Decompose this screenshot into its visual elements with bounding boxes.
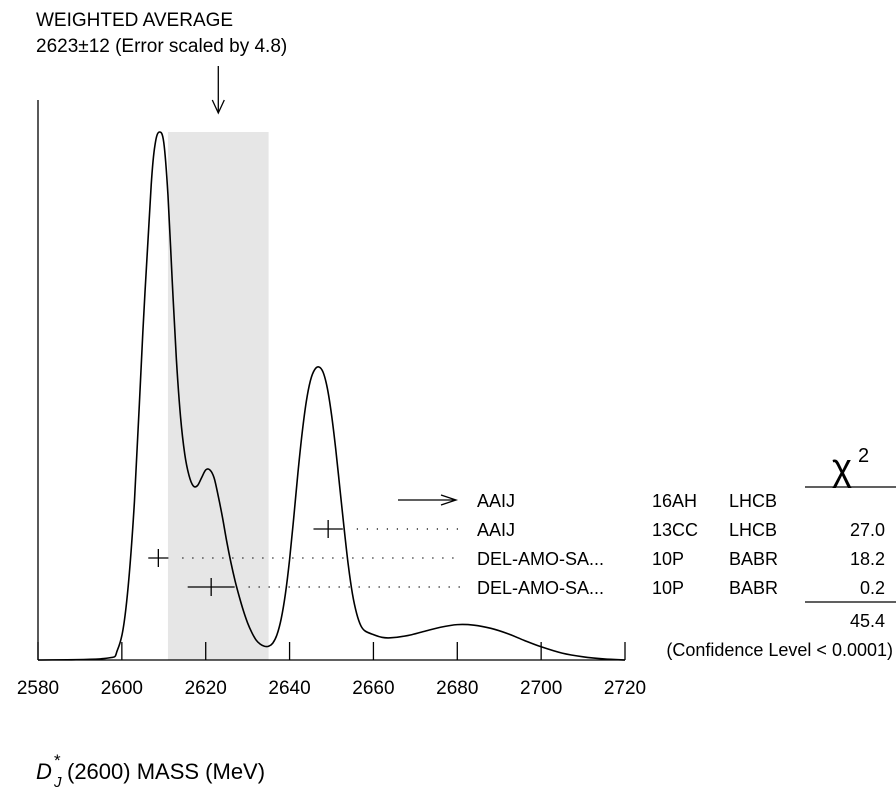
x-axis-label-main: D [36, 759, 52, 784]
measurement-row: DEL-AMO-SA... 10P BABR 18.2 [148, 549, 885, 569]
chi2-power: 2 [858, 445, 869, 467]
x-tick-label: 2620 [185, 678, 227, 699]
measurement-author: DEL-AMO-SA... [477, 578, 604, 598]
x-axis-ticks [37, 642, 626, 660]
measurement-year: 13CC [652, 520, 698, 540]
measurement-experiment: LHCB [729, 520, 777, 540]
x-axis-label-sub: J [53, 774, 62, 788]
measurement-author: AAIJ [477, 520, 515, 540]
measurement-author: AAIJ [477, 491, 515, 511]
weighted-average-arrow-icon [211, 66, 225, 115]
measurement-experiment: BABR [729, 549, 778, 569]
x-tick-label: 2580 [17, 678, 59, 699]
chi2-header: χ 2 [832, 445, 869, 489]
measurement-author: DEL-AMO-SA... [477, 549, 604, 569]
measurement-year: 10P [652, 549, 684, 569]
measurement-chi2: 18.2 [850, 549, 885, 569]
measurement-experiment: LHCB [729, 491, 777, 511]
measurement-chi2: 0.2 [860, 578, 885, 598]
measurement-row: AAIJ 16AH LHCB [398, 491, 777, 511]
measurement-year: 16AH [652, 491, 697, 511]
measurement-chi2: 27.0 [850, 520, 885, 540]
x-tick-label: 2720 [604, 678, 646, 699]
x-tick-label: 2700 [520, 678, 562, 699]
x-tick-label: 2640 [268, 678, 310, 699]
x-axis-tick-labels: 2580 2600 2620 2640 2660 2680 2700 2720 [17, 678, 646, 699]
x-axis-label-rest: (2600) MASS (MeV) [67, 759, 265, 784]
x-tick-label: 2680 [436, 678, 478, 699]
row-arrow-icon [440, 494, 459, 506]
chart-title: WEIGHTED AVERAGE [36, 10, 233, 31]
measurement-year: 10P [652, 578, 684, 598]
confidence-level: (Confidence Level < 0.0001) [666, 640, 893, 660]
x-tick-label: 2660 [352, 678, 394, 699]
measurement-experiment: BABR [729, 578, 778, 598]
measurements: AAIJ 16AH LHCB AAIJ 13CC LHCB 27.0 DEL-AMO-SA..… [148, 491, 885, 598]
chi2-symbol: χ [832, 447, 852, 489]
measurement-row: AAIJ 13CC LHCB 27.0 [313, 520, 885, 540]
x-axis-label: D * J (2600) MASS (MeV) [36, 751, 265, 788]
x-axis-label-sup: * [54, 751, 61, 770]
measurement-row: DEL-AMO-SA... 10P BABR 0.2 [187, 578, 885, 598]
ideogram-curve [37, 131, 626, 661]
weighted-average-value: 2623±12 (Error scaled by 4.8) [36, 36, 287, 57]
x-tick-label: 2600 [101, 678, 143, 699]
chi2-total: 45.4 [850, 611, 885, 631]
weighted-average-band [167, 132, 269, 660]
arrow-head [211, 99, 225, 115]
